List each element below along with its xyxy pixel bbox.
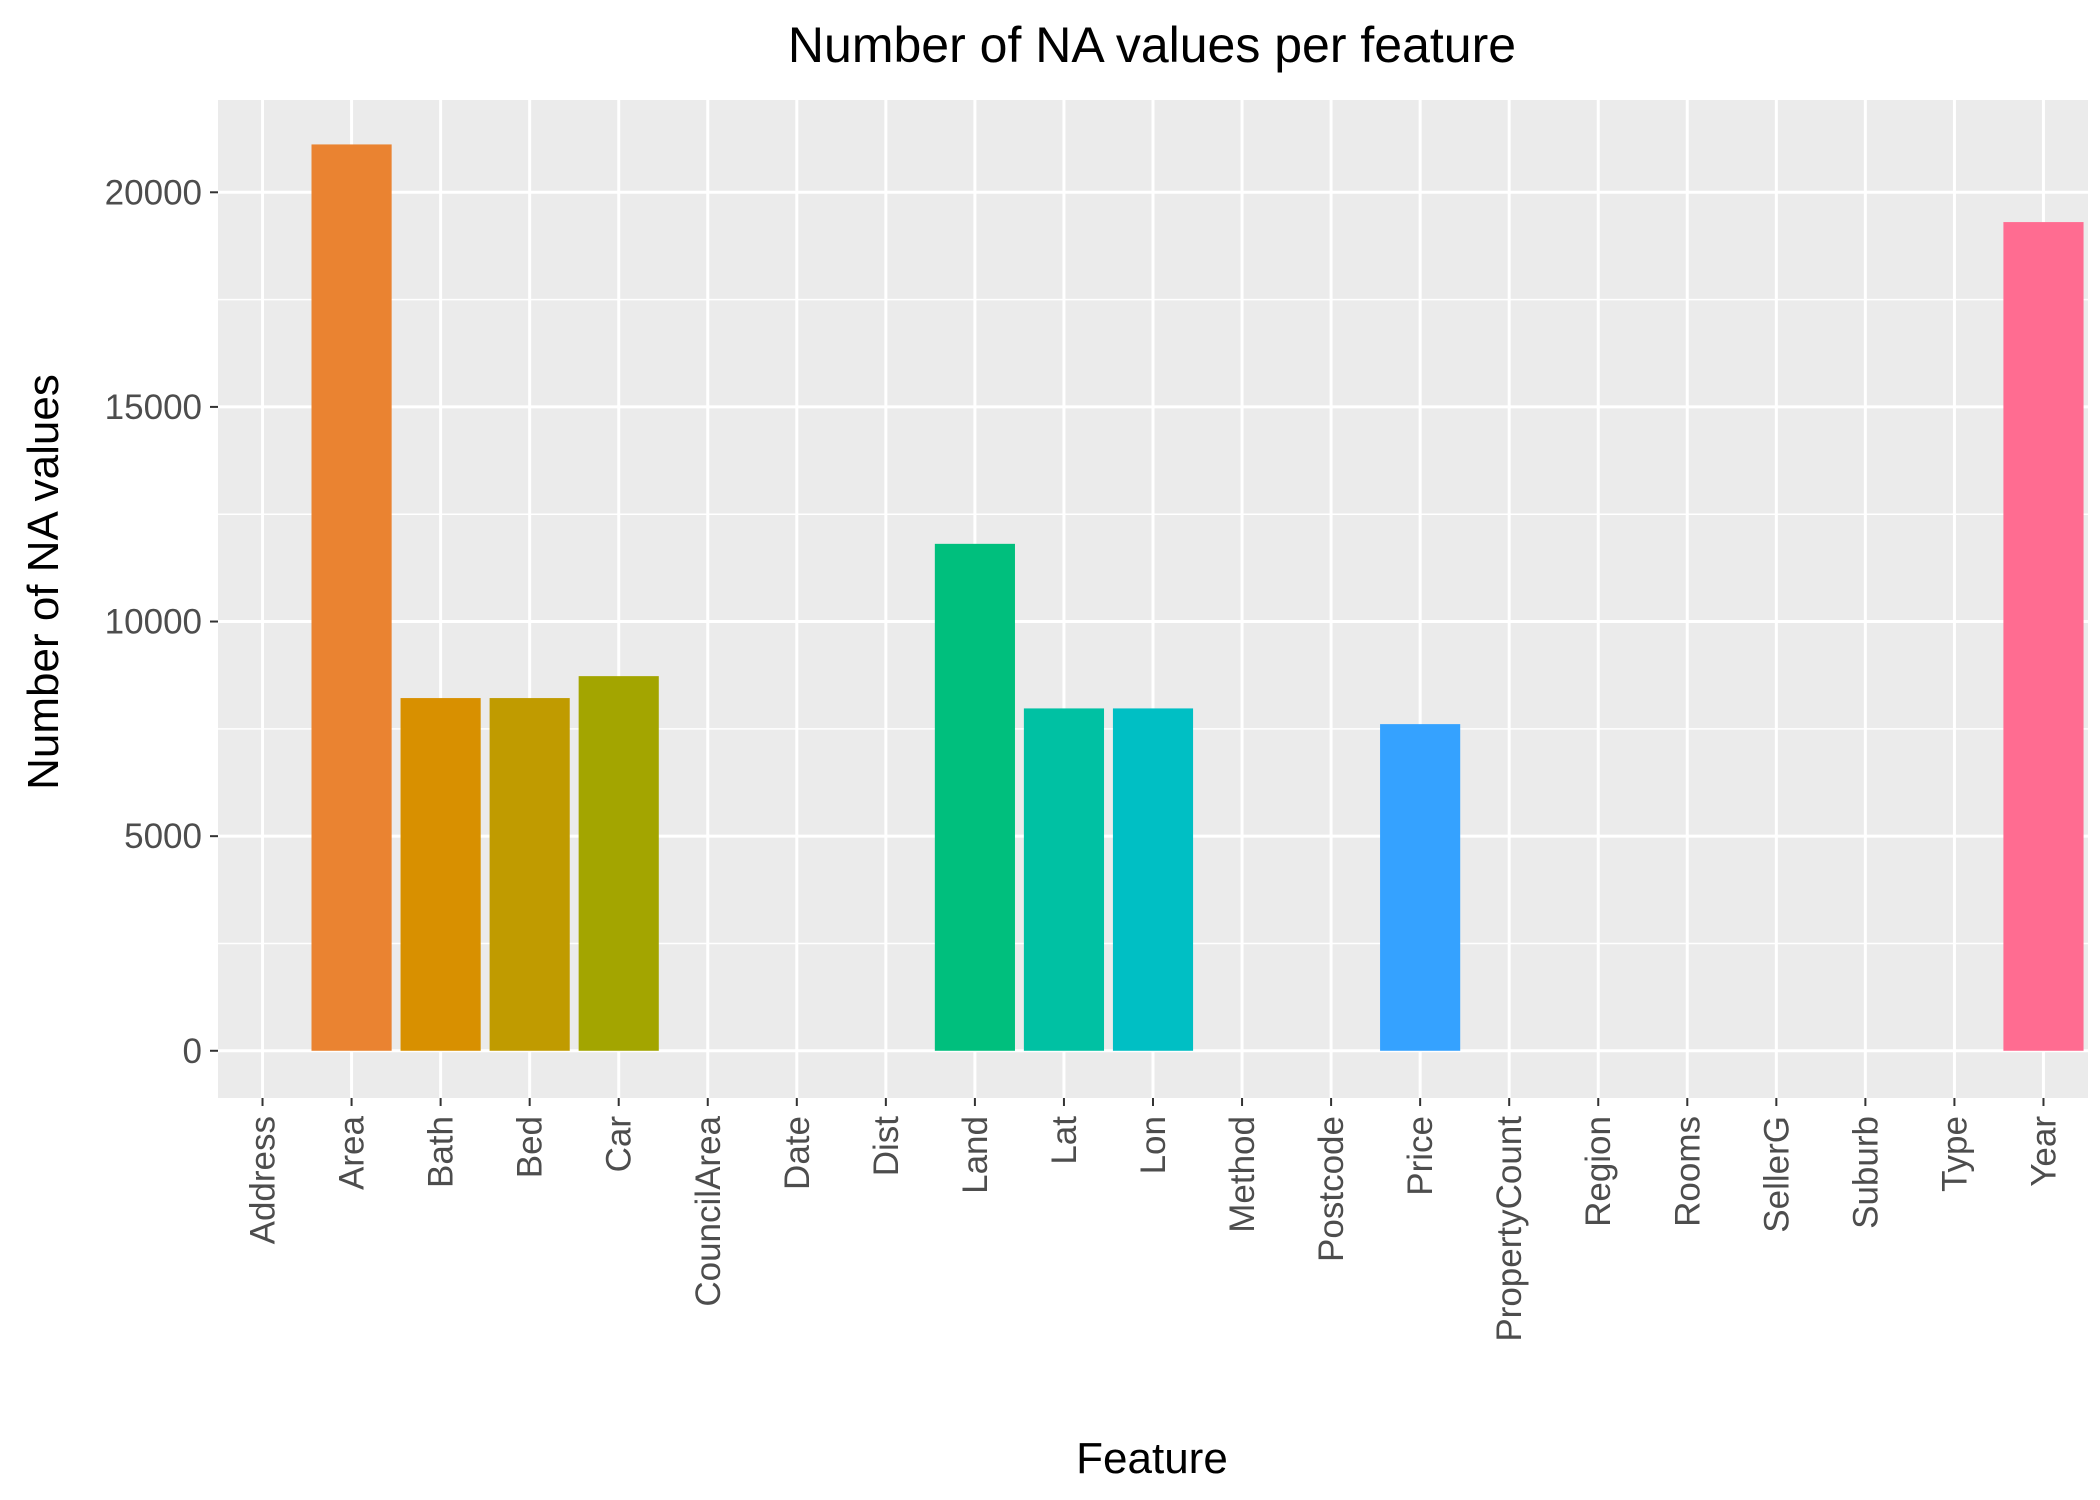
- x-tick-label: Suburb: [1846, 1116, 1885, 1229]
- y-axis: 0 5000 10000 15000 20000: [105, 173, 218, 1071]
- x-tick-label: Lon: [1134, 1116, 1173, 1174]
- x-tick-label: PropertyCount: [1490, 1116, 1529, 1342]
- y-tick-label: 0: [183, 1032, 202, 1071]
- x-tick-label: SellerG: [1757, 1116, 1796, 1233]
- x-tick-label: Price: [1401, 1116, 1440, 1196]
- x-tick-label: Type: [1935, 1116, 1974, 1192]
- bars: [311, 144, 2084, 1051]
- x-tick-label: Land: [956, 1116, 995, 1194]
- x-tick-label: CouncilArea: [689, 1115, 728, 1306]
- x-tick-label: Lat: [1045, 1116, 1084, 1165]
- x-axis: Address Area Bath Bed Car CouncilArea Date Dist…: [244, 1098, 2063, 1342]
- x-tick-label: Method: [1223, 1116, 1262, 1233]
- y-tick-label: 10000: [105, 603, 202, 642]
- bar-land: [934, 543, 1015, 1051]
- bar-lat: [1023, 708, 1105, 1051]
- chart-title: Number of NA values per feature: [788, 17, 1516, 73]
- x-tick-label: Postcode: [1312, 1116, 1351, 1262]
- bar-price: [1380, 724, 1461, 1051]
- bar-car: [578, 676, 659, 1051]
- x-tick-label: Region: [1579, 1116, 1618, 1227]
- bar-lon: [1112, 708, 1194, 1051]
- x-tick-label: Rooms: [1668, 1116, 1707, 1227]
- x-tick-label: Dist: [867, 1116, 906, 1177]
- x-tick-label: Address: [244, 1116, 283, 1244]
- bar-year: [2003, 222, 2084, 1051]
- bar-bed: [489, 698, 570, 1051]
- x-tick-label: Bed: [511, 1116, 550, 1178]
- x-tick-label: Year: [2024, 1116, 2063, 1187]
- bar-bath: [400, 698, 481, 1051]
- x-axis-title: Feature: [1076, 1434, 1228, 1483]
- x-tick-label: Area: [333, 1115, 372, 1189]
- y-tick-label: 5000: [124, 817, 202, 856]
- y-tick-label: 20000: [105, 173, 202, 212]
- x-tick-label: Date: [778, 1116, 817, 1190]
- x-tick-label: Bath: [422, 1116, 461, 1188]
- bar-area: [311, 144, 392, 1051]
- y-tick-label: 15000: [105, 388, 202, 427]
- x-tick-label: Car: [600, 1116, 639, 1173]
- y-axis-title: Number of NA values: [19, 374, 68, 790]
